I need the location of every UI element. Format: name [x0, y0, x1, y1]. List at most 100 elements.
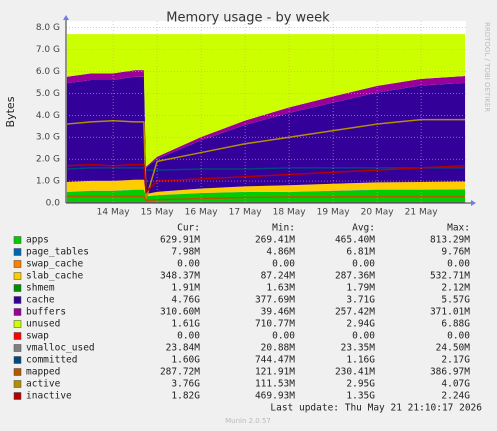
y-tick-label: 4.0 G [36, 111, 60, 121]
legend-label: vmalloc_used [26, 343, 95, 354]
legend-swatch [13, 296, 22, 304]
x-tick-label: 16 May [185, 208, 219, 218]
legend-stat: 20.88M [261, 343, 296, 354]
axis-arrow [471, 200, 476, 206]
legend-swatch [13, 272, 22, 280]
y-tick-label: 6.0 G [36, 67, 60, 77]
legend-stat: 2.95G [346, 379, 375, 390]
legend-label: buffers [26, 307, 66, 318]
legend-stat: 348.37M [160, 271, 200, 282]
legend-label: slab_cache [26, 271, 83, 282]
legend-swatch [13, 332, 22, 340]
last-update: Last update: Thu May 21 21:10:17 2026 [270, 403, 482, 414]
legend-stat: 386.97M [430, 367, 470, 378]
legend-label: swap [26, 331, 49, 342]
legend-stat: 3.71G [346, 295, 375, 306]
legend-stat: 0.00 [177, 259, 200, 270]
legend-label: shmem [26, 283, 55, 294]
y-tick-label: 2.0 G [36, 155, 60, 165]
legend-stat: 24.50M [436, 343, 471, 354]
stacked-area [66, 70, 466, 168]
legend-stat: 2.12M [441, 283, 470, 294]
legend-swatch [13, 356, 22, 364]
legend-stat: 1.79M [346, 283, 375, 294]
footer: Munin 2.0.57 [225, 417, 271, 425]
legend-swatch [13, 308, 22, 316]
legend-swatch [13, 236, 22, 244]
y-tick-label: 0.0 [46, 199, 61, 209]
legend-stat: 4.86M [266, 247, 295, 258]
legend-stat: 0.00 [352, 259, 375, 270]
stacked-area [66, 34, 466, 167]
legend-header: Max: [447, 223, 470, 234]
legend-swatch [13, 368, 22, 376]
legend-stat: 257.42M [335, 307, 375, 318]
y-tick-label: 1.0 G [36, 177, 60, 187]
legend-stat: 310.60M [160, 307, 200, 318]
legend-label: cache [26, 295, 55, 306]
legend-label: unused [26, 319, 60, 330]
legend-stat: 1.91M [171, 283, 200, 294]
legend-swatch [13, 248, 22, 256]
stacked-area [66, 179, 466, 197]
legend-stat: 121.91M [255, 367, 295, 378]
legend-stat: 4.76G [171, 295, 200, 306]
legend-label: page_tables [26, 247, 89, 258]
legend-swatch [13, 344, 22, 352]
y-tick-label: 7.0 G [36, 45, 60, 55]
legend-label: mapped [26, 367, 60, 378]
x-tick-label: 18 May [273, 208, 307, 218]
x-tick-label: 21 May [405, 208, 439, 218]
legend-stat: 377.69M [255, 295, 295, 306]
legend-stat: 1.63M [266, 283, 295, 294]
line [66, 167, 466, 171]
legend-stat: 744.47M [255, 355, 295, 366]
legend-label: committed [26, 355, 77, 366]
watermark: RRDTOOL / TOBI OETIKER [483, 22, 491, 112]
x-tick-label: 17 May [229, 208, 263, 218]
legend-stat: 287.72M [160, 367, 200, 378]
legend-stat: 0.00 [447, 259, 470, 270]
legend-stat: 23.35M [341, 343, 376, 354]
legend-stat: 9.76M [441, 247, 470, 258]
legend-header: Min: [272, 223, 295, 234]
legend-stat: 287.36M [335, 271, 375, 282]
legend-stat: 469.93M [255, 391, 295, 402]
legend-label: swap_cache [26, 259, 83, 270]
x-tick-label: 20 May [361, 208, 395, 218]
legend-stat: 2.94G [346, 319, 375, 330]
legend-stat: 0.00 [177, 331, 200, 342]
legend-stat: 2.24G [441, 391, 470, 402]
y-tick-label: 5.0 G [36, 89, 60, 99]
legend-stat: 1.82G [171, 391, 200, 402]
legend-swatch [13, 284, 22, 292]
legend-swatch [13, 260, 22, 268]
legend-stat: 0.00 [272, 259, 295, 270]
legend-label: active [26, 379, 61, 390]
legend-stat: 1.61G [171, 319, 200, 330]
legend-stat: 710.77M [255, 319, 295, 330]
chart-title: Memory usage - by week [166, 11, 330, 26]
legend-header: Avg: [352, 223, 375, 234]
y-tick-label: 3.0 G [36, 133, 60, 143]
line [66, 163, 466, 194]
legend-stat: 111.53M [255, 379, 295, 390]
y-tick-label: 8.0 G [36, 23, 60, 33]
legend-label: inactive [26, 391, 72, 402]
legend-label: apps [26, 235, 49, 246]
x-tick-label: 14 May [97, 208, 131, 218]
legend-swatch [13, 392, 22, 400]
x-tick-label: 15 May [141, 208, 175, 218]
legend-header: Cur: [177, 223, 200, 234]
legend-stat: 87.24M [261, 271, 296, 282]
legend-stat: 1.16G [346, 355, 375, 366]
stacked-area [66, 76, 466, 195]
legend-stat: 532.71M [430, 271, 470, 282]
legend-stat: 1.35G [346, 391, 375, 402]
legend-stat: 23.84M [166, 343, 201, 354]
legend-stat: 39.46M [261, 307, 296, 318]
legend-stat: 1.60G [171, 355, 200, 366]
legend-stat: 0.00 [447, 331, 470, 342]
legend-swatch [13, 320, 22, 328]
